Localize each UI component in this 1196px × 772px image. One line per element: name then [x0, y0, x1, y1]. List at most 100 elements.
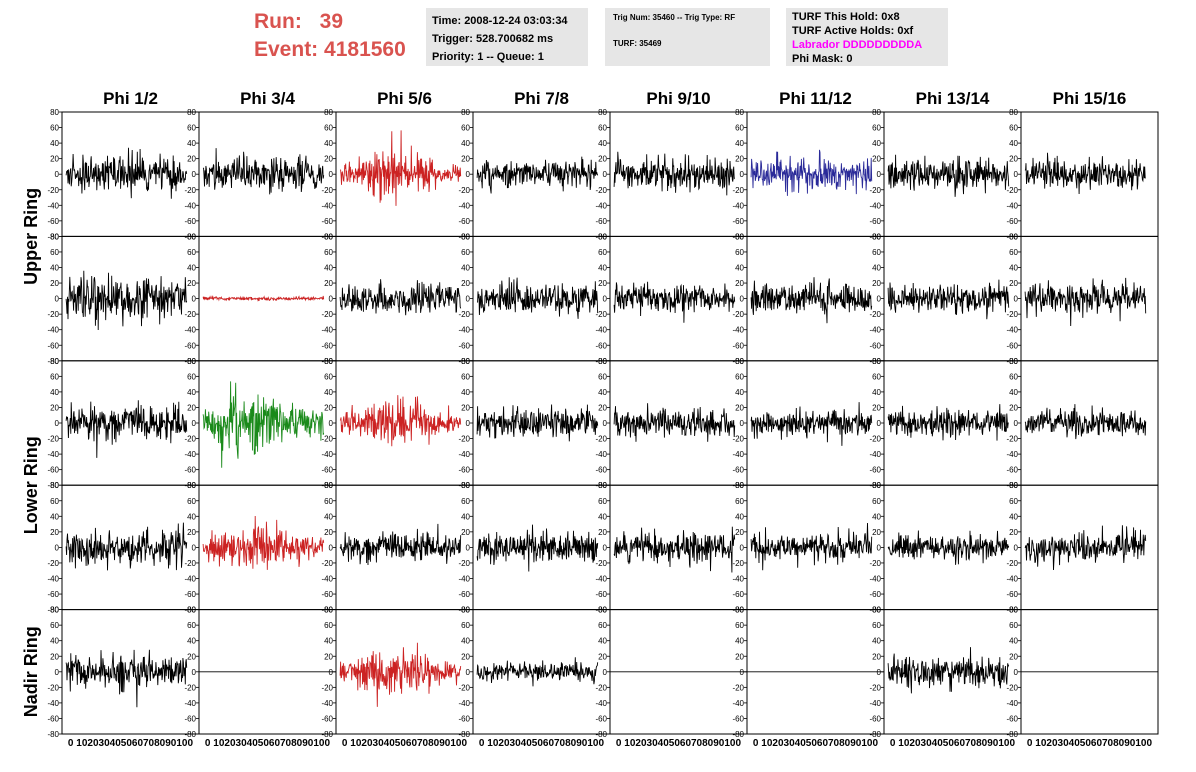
- y-tick-label: 60: [461, 248, 470, 257]
- run-event-box: Run: 39 Event: 4181560: [240, 8, 418, 68]
- trig-num-text: Trig Num: 35460 -- Trig Type: RF: [613, 13, 736, 22]
- waveform-trace: [202, 294, 325, 302]
- y-tick-label: -60: [595, 714, 607, 723]
- y-tick-label: 80: [461, 481, 470, 490]
- x-tick-label: 0 102030405060708090100: [205, 738, 331, 749]
- y-tick-label: 40: [187, 388, 196, 397]
- y-tick-label: -60: [732, 217, 744, 226]
- waveform-trace: [202, 515, 325, 570]
- y-tick-label: 20: [50, 155, 59, 164]
- y-tick-label: 20: [735, 528, 744, 537]
- y-tick-label: 0: [329, 419, 334, 428]
- y-tick-label: -60: [321, 590, 333, 599]
- y-tick-label: 80: [50, 606, 59, 615]
- y-tick-label: 40: [324, 512, 333, 521]
- y-tick-label: -60: [1006, 341, 1018, 350]
- y-tick-label: 80: [50, 481, 59, 490]
- y-tick-label: 20: [324, 279, 333, 288]
- waveform-trace: [887, 530, 1010, 565]
- y-tick-label: -40: [47, 326, 59, 335]
- y-tick-label: 20: [324, 528, 333, 537]
- y-tick-label: 40: [1009, 388, 1018, 397]
- waveform-trace: [887, 154, 1010, 197]
- y-tick-label: -60: [47, 341, 59, 350]
- y-tick-label: 20: [187, 403, 196, 412]
- y-tick-label: 20: [1009, 403, 1018, 412]
- waveform-trace: [65, 522, 188, 571]
- waveform-trace: [339, 642, 462, 707]
- y-tick-label: 80: [872, 108, 881, 117]
- y-tick-label: -60: [321, 466, 333, 475]
- y-tick-label: 40: [187, 637, 196, 646]
- y-tick-label: 0: [466, 668, 471, 677]
- y-tick-label: 60: [735, 124, 744, 133]
- y-tick-label: -40: [595, 326, 607, 335]
- y-tick-label: 80: [187, 606, 196, 615]
- trigger-text: Trigger: 528.700682 ms: [432, 33, 554, 45]
- turf-info-box: TURF This Hold: 0x8 TURF Active Holds: 0…: [786, 8, 948, 66]
- y-tick-label: 80: [324, 232, 333, 241]
- waveform-trace: [1024, 152, 1146, 195]
- y-tick-label: 80: [872, 357, 881, 366]
- y-tick-label: 60: [1009, 621, 1018, 630]
- waveform-trace: [476, 524, 599, 572]
- y-tick-label: 60: [50, 497, 59, 506]
- y-tick-label: -60: [732, 341, 744, 350]
- y-tick-label: 20: [461, 279, 470, 288]
- y-tick-label: -40: [595, 575, 607, 584]
- y-tick-label: 80: [50, 108, 59, 117]
- y-tick-label: -40: [1006, 699, 1018, 708]
- y-tick-label: 60: [1009, 124, 1018, 133]
- y-tick-label: 60: [598, 621, 607, 630]
- y-tick-label: 20: [324, 155, 333, 164]
- y-tick-label: 40: [461, 388, 470, 397]
- y-tick-label: 80: [1009, 108, 1018, 117]
- y-tick-label: 40: [50, 512, 59, 521]
- y-tick-label: 60: [735, 621, 744, 630]
- y-tick-label: 60: [461, 497, 470, 506]
- y-tick-label: -20: [732, 559, 744, 568]
- waveform-trace: [750, 522, 873, 571]
- y-tick-label: 20: [872, 403, 881, 412]
- y-tick-label: -80: [47, 357, 59, 366]
- waveform-trace: [887, 647, 1010, 694]
- y-tick-label: 0: [740, 419, 745, 428]
- y-tick-label: 40: [50, 388, 59, 397]
- y-tick-label: -40: [321, 699, 333, 708]
- y-tick-label: -40: [869, 575, 881, 584]
- y-tick-label: -60: [184, 714, 196, 723]
- y-tick-label: -40: [1006, 201, 1018, 210]
- labrador-text: Labrador DDDDDDDDDA: [792, 39, 923, 51]
- y-tick-label: 20: [1009, 652, 1018, 661]
- y-tick-label: 60: [872, 248, 881, 257]
- y-tick-label: -40: [184, 326, 196, 335]
- y-tick-label: -40: [184, 201, 196, 210]
- y-tick-label: 60: [50, 124, 59, 133]
- y-tick-label: -20: [458, 186, 470, 195]
- y-tick-label: 80: [461, 357, 470, 366]
- y-tick-label: -60: [184, 217, 196, 226]
- y-tick-label: -20: [1006, 683, 1018, 692]
- y-tick-label: -20: [1006, 435, 1018, 444]
- y-tick-label: 80: [872, 481, 881, 490]
- x-tick-label: 0 102030405060708090100: [616, 738, 742, 749]
- y-tick-label: 0: [192, 295, 197, 304]
- y-tick-label: 20: [598, 528, 607, 537]
- y-tick-label: 60: [50, 372, 59, 381]
- waveform-trace: [202, 148, 325, 195]
- y-tick-label: 60: [1009, 372, 1018, 381]
- y-tick-label: 60: [461, 372, 470, 381]
- y-tick-label: 0: [466, 295, 471, 304]
- y-tick-label: 80: [324, 357, 333, 366]
- y-tick-label: 20: [872, 279, 881, 288]
- y-tick-label: -40: [321, 575, 333, 584]
- y-tick-label: -60: [184, 590, 196, 599]
- column-header: Phi 3/4: [240, 89, 295, 108]
- waveform-trace: [1024, 277, 1147, 327]
- y-tick-label: 0: [740, 295, 745, 304]
- y-tick-label: 0: [192, 543, 197, 552]
- y-tick-label: -40: [321, 326, 333, 335]
- y-tick-label: -20: [1006, 186, 1018, 195]
- ring-label: Nadir Ring: [21, 626, 41, 717]
- turf-text: TURF: 35469: [613, 39, 662, 48]
